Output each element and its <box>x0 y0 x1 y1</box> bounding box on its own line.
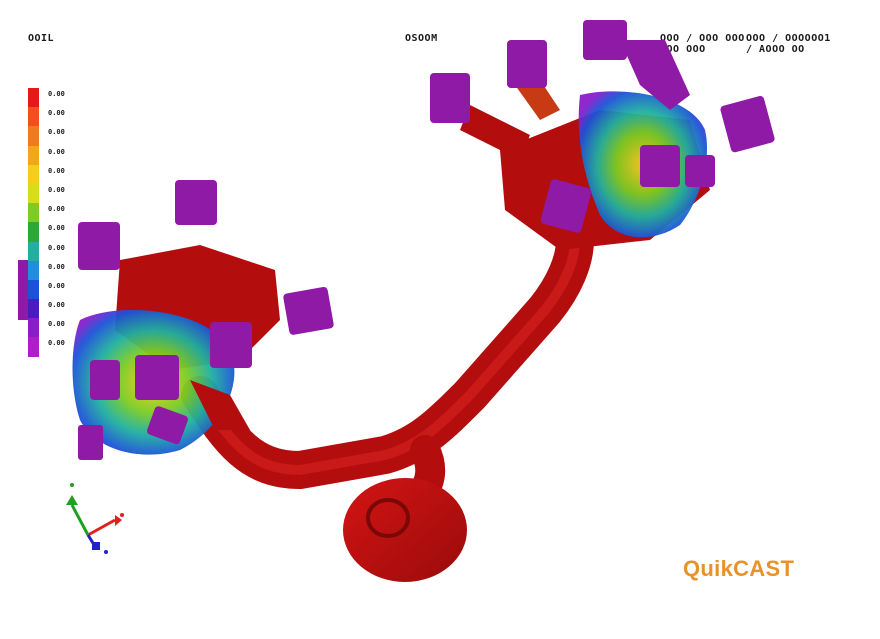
legend-swatch <box>28 260 39 280</box>
legend-swatch <box>28 107 39 127</box>
legend-label: 0.00 <box>48 205 65 214</box>
legend-label: 0.00 <box>48 224 65 233</box>
legend-swatch <box>28 241 39 261</box>
legend-swatch <box>28 183 39 204</box>
legend-row: 0.00 <box>28 260 88 280</box>
color-legend: 0.00 0.00 0.00 0.00 0.00 0.00 0.00 0.00 0.00 0.00… <box>28 88 88 357</box>
legend-label: 0.00 <box>48 90 65 98</box>
legend-row: 0.00 <box>28 279 88 300</box>
feeders-left <box>18 180 334 460</box>
legend-swatch <box>28 145 39 165</box>
legend-swatch <box>28 164 39 184</box>
legend-swatch <box>28 318 39 338</box>
legend-label: 0.00 <box>48 301 65 310</box>
hud-info-line2-b: / AOOO OO <box>746 44 805 55</box>
legend-row: 0.00 <box>28 318 88 338</box>
legend-row: 0.00 <box>28 337 88 357</box>
hud-info-line2-a: OOO OOO <box>660 44 706 55</box>
legend-label: 0.00 <box>48 243 65 252</box>
legend-swatch <box>28 337 39 357</box>
feeders-right <box>430 20 775 233</box>
legend-row: 0.00 <box>28 164 88 184</box>
legend-swatch <box>28 222 39 242</box>
legend-row: 0.00 <box>28 222 88 242</box>
hud-time-label: OSOOM <box>405 33 438 44</box>
axis-triad <box>66 483 124 554</box>
legend-row: 0.00 <box>28 183 88 204</box>
hud-info-line1-a: OOO / OOO OOO <box>660 33 745 44</box>
legend-label: 0.00 <box>48 128 65 137</box>
legend-row: 0.00 <box>28 241 88 261</box>
legend-row: 0.00 <box>28 126 88 146</box>
legend-row: 0.00 <box>28 299 88 319</box>
legend-swatch <box>28 299 39 319</box>
legend-swatch <box>28 126 39 146</box>
legend-label: 0.00 <box>48 320 65 329</box>
legend-label: 0.00 <box>48 147 65 156</box>
legend-label: 0.00 <box>48 185 65 194</box>
hud-result-label: OOIL <box>28 33 55 44</box>
legend-label: 0.00 <box>48 281 65 290</box>
legend-row: 0.00 <box>28 88 88 108</box>
legend-swatch <box>28 203 39 223</box>
hud-info-line1-b: OOO / OOOOOO1 <box>746 33 831 44</box>
legend-label: 0.00 <box>48 339 65 348</box>
legend-swatch <box>28 88 39 108</box>
legend-row: 0.00 <box>28 203 88 223</box>
legend-row: 0.00 <box>28 145 88 165</box>
legend-label: 0.00 <box>48 166 65 175</box>
runner-system <box>181 221 594 582</box>
legend-label: 0.00 <box>48 109 65 118</box>
legend-label: 0.00 <box>48 262 65 271</box>
legend-swatch <box>28 279 39 300</box>
quikcast-logo: QuikCAST <box>683 556 795 581</box>
legend-row: 0.00 <box>28 107 88 127</box>
